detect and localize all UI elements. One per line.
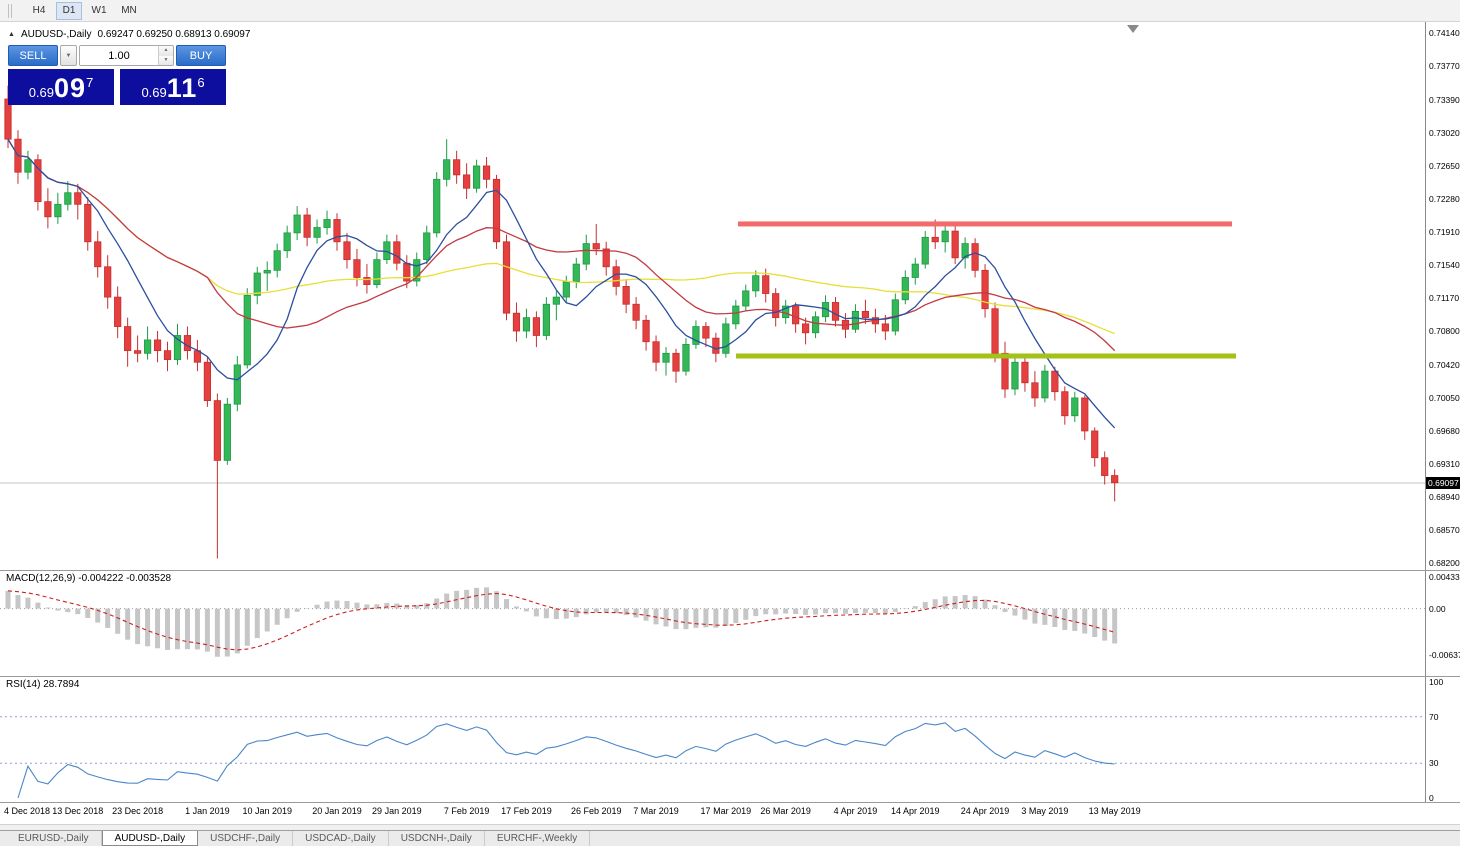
date-axis-tick: 23 Dec 2018 [112, 806, 164, 816]
date-axis-tick: 4 Dec 2018 [4, 806, 51, 816]
timeframe-toolbar: H4 D1 W1 MN [0, 0, 1460, 22]
tab-audusd-daily[interactable]: AUDUSD-,Daily [101, 831, 199, 846]
volume-dropdown-button[interactable]: ▼ [60, 45, 77, 66]
price-axis-tick: 0.73770 [1429, 61, 1460, 71]
rsi-panel-separator[interactable] [0, 676, 1460, 677]
horizontal-scrollbar[interactable] [0, 824, 1460, 830]
date-axis-tick: 29 Jan 2019 [372, 806, 422, 816]
date-axis-separator [0, 802, 1460, 803]
date-axis-tick: 17 Feb 2019 [501, 806, 552, 816]
timeframe-mn-button[interactable]: MN [121, 4, 137, 16]
price-axis-tick: 0.70050 [1429, 392, 1460, 403]
price-axis-tick: 0.71170 [1429, 293, 1460, 303]
price-axis-tick: 0.69310 [1429, 458, 1460, 469]
spinner-down-icon[interactable]: ▼ [159, 55, 173, 65]
price-axis-tick: 0.74140 [1429, 28, 1460, 38]
price-axis-tick: 0.70420 [1429, 359, 1460, 370]
price-axis-tick: 0.71910 [1429, 226, 1460, 237]
volume-spinner: ▲ ▼ [158, 46, 173, 65]
date-axis-tick: 3 May 2019 [1021, 806, 1069, 816]
buy-price-display[interactable]: 0.69 11 6 [120, 69, 226, 105]
price-axis-tick: 0.72650 [1429, 160, 1460, 171]
tab-eurchf-weekly[interactable]: EURCHF-,Weekly [485, 831, 591, 846]
chart-tabs-bar: EURUSD-,Daily AUDUSD-,Daily USDCHF-,Daily U… [0, 830, 1460, 846]
date-axis-tick: 13 May 2019 [1088, 806, 1141, 816]
collapse-panel-icon[interactable]: ▲ [8, 31, 15, 38]
date-axis-tick: 13 Dec 2018 [52, 806, 104, 816]
tab-usdchf-daily[interactable]: USDCHF-,Daily [198, 831, 294, 846]
date-axis-tick: 20 Jan 2019 [312, 806, 362, 816]
main-chart-canvas[interactable] [0, 22, 1425, 570]
rsi-indicator-label: RSI(14) 28.7894 [6, 679, 80, 690]
macd-axis-tick: 0.00 [1429, 603, 1446, 614]
price-axis-tick: 0.73390 [1429, 94, 1460, 105]
buy-button[interactable]: BUY [176, 45, 226, 66]
date-axis-tick: 4 Apr 2019 [833, 806, 878, 816]
sell-button[interactable]: SELL [8, 45, 58, 66]
rsi-axis-tick: 30 [1429, 758, 1439, 769]
date-axis-tick: 14 Apr 2019 [890, 806, 940, 816]
macd-axis-tick: -0.006375 [1429, 649, 1460, 660]
price-axis-border[interactable] [1425, 22, 1426, 802]
price-axis-tick: 0.70800 [1429, 326, 1460, 336]
timeframe-d1-button[interactable]: D1 [56, 1, 82, 20]
price-axis-tick: 0.68200 [1429, 558, 1460, 568]
buy-price-pip-digit: 6 [197, 75, 205, 90]
one-click-trading-panel: SELL ▼ ▲ ▼ BUY 0.69 09 7 0.69 11 6 [8, 45, 226, 105]
sell-price-big-digits: 09 [54, 73, 87, 103]
chart-symbol-label: AUDUSD-,Daily [20, 29, 92, 40]
macd-canvas[interactable] [0, 570, 1425, 676]
buy-price-prefix: 0.69 [141, 85, 167, 100]
chart-header: ▲ AUDUSD-,Daily 0.69247 0.69250 0.68913 … [8, 29, 250, 40]
timeframe-button-group: H4 D1 W1 MN [26, 1, 142, 20]
current-price-tag: 0.69097 [1426, 476, 1460, 489]
timeframe-w1-button[interactable]: W1 [91, 4, 107, 16]
rsi-axis-tick: 70 [1429, 711, 1439, 722]
toolbar-grip[interactable] [8, 3, 12, 18]
rsi-canvas[interactable] [0, 676, 1425, 802]
price-axis-tick: 0.71540 [1429, 259, 1460, 270]
rsi-axis-tick: 0 [1429, 793, 1434, 803]
tab-usdcad-daily[interactable]: USDCAD-,Daily [293, 831, 389, 846]
date-axis-tick: 7 Mar 2019 [633, 806, 679, 816]
tab-eurusd-daily[interactable]: EURUSD-,Daily [6, 831, 102, 846]
volume-input[interactable] [80, 46, 158, 65]
date-axis-tick: 26 Mar 2019 [760, 806, 811, 816]
price-axis-tick: 0.68940 [1429, 491, 1460, 502]
spinner-up-icon[interactable]: ▲ [159, 46, 173, 56]
date-axis-tick: 24 Apr 2019 [960, 806, 1010, 816]
volume-field: ▲ ▼ [79, 45, 174, 66]
price-axis-tick: 0.68570 [1429, 524, 1460, 535]
date-axis-tick: 10 Jan 2019 [242, 806, 292, 816]
price-axis-tick: 0.73020 [1429, 127, 1460, 138]
sell-price-prefix: 0.69 [28, 85, 55, 100]
date-axis-tick: 17 Mar 2019 [700, 806, 752, 816]
chart-ohlc-values: 0.69247 0.69250 0.68913 0.69097 [97, 29, 251, 40]
sell-price-display[interactable]: 0.69 09 7 [8, 69, 114, 105]
timeframe-h4-button[interactable]: H4 [32, 4, 46, 16]
date-axis-tick: 1 Jan 2019 [185, 806, 230, 816]
price-axis-tick: 0.72280 [1429, 193, 1460, 204]
chevron-down-icon: ▼ [65, 52, 72, 59]
macd-panel-separator[interactable] [0, 570, 1460, 571]
macd-axis-tick: 0.004331 [1429, 572, 1460, 583]
sell-price-pip-digit: 7 [86, 75, 94, 90]
price-axis-tick: 0.69680 [1429, 425, 1460, 436]
macd-indicator-label: MACD(12,26,9) -0.004222 -0.003528 [6, 573, 172, 584]
rsi-axis-tick: 100 [1429, 677, 1444, 687]
buy-price-big-digits: 11 [166, 73, 198, 103]
tab-usdcnh-daily[interactable]: USDCNH-,Daily [389, 831, 485, 846]
date-axis-tick: 26 Feb 2019 [570, 806, 622, 816]
date-axis-tick: 7 Feb 2019 [443, 806, 490, 816]
